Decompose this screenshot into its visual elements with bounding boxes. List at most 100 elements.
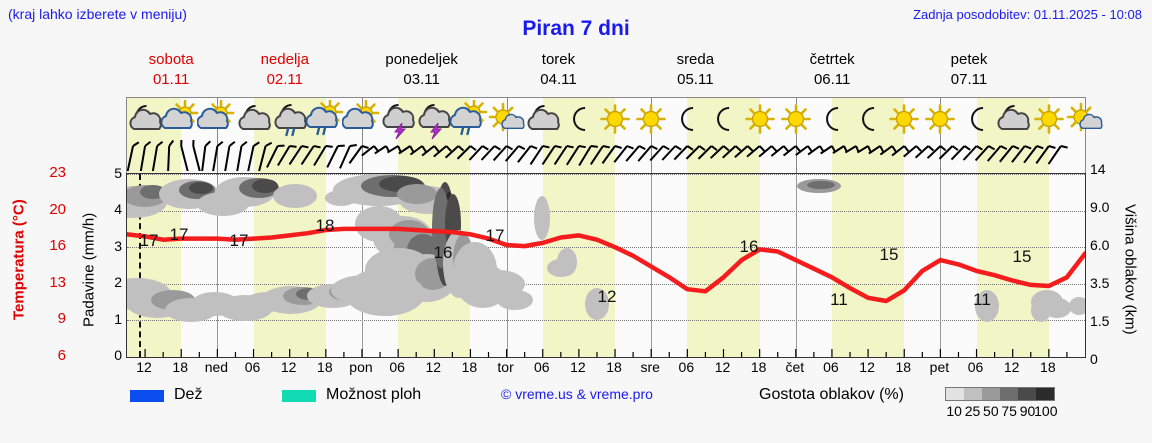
wind-barbs — [127, 140, 1068, 171]
plot-svg: 171717181617121611151115121713 — [127, 174, 1085, 357]
day-date: 05.11 — [677, 71, 714, 88]
moon-icon — [957, 100, 997, 140]
sun-icon — [1029, 100, 1069, 140]
day-header-torek: torek 04.11 — [490, 50, 627, 95]
daylight-band — [434, 140, 471, 173]
temperature-value-label: 12 — [598, 287, 617, 306]
day-header-strip: sobota 01.11 nedelja 02.11 ponedeljek 03.11 to… — [126, 50, 1086, 95]
temperature-value-label: 17 — [170, 225, 189, 244]
precipitation-tick: 1 — [114, 310, 122, 327]
cloud-ramp-step — [982, 388, 1000, 400]
temperature-value-label: 11 — [973, 290, 991, 309]
sun-icon — [631, 100, 671, 140]
x-axis-label: pet — [929, 359, 950, 375]
daylight-band — [145, 140, 182, 173]
x-axis-label: 12 — [859, 359, 875, 375]
cloud-ramp-label: 100 — [1034, 403, 1058, 419]
x-axis-label: 18 — [461, 359, 478, 375]
cloud-height-tick: 14 — [1090, 161, 1106, 177]
x-axis-label: 18 — [606, 359, 622, 375]
temperature-value-label: 17 — [230, 231, 249, 250]
cloud-ramp-label: 25 — [964, 403, 981, 419]
daylight-band — [976, 174, 1013, 357]
x-axis-label: 06 — [967, 359, 984, 375]
gridline-vertical — [361, 174, 363, 357]
cloud-height-tick: 6.0 — [1090, 237, 1110, 253]
moon-cloud-icon — [993, 100, 1033, 140]
moon-cloud-icon — [125, 100, 165, 140]
rain-legend-swatch — [130, 390, 164, 402]
day-separator — [651, 140, 653, 173]
cloud-height-tick: 3.5 — [1090, 275, 1110, 291]
daylight-band — [723, 140, 760, 173]
x-axis-label: 12 — [280, 359, 297, 375]
gridline-vertical — [795, 174, 797, 357]
x-axis-label: čet — [785, 359, 805, 375]
day-header-petek: petek 07.11 — [901, 50, 1038, 95]
cloud-density-field — [127, 174, 1085, 322]
x-axis-label: 12 — [425, 359, 442, 375]
daylight-band — [868, 174, 905, 357]
precipitation-tick: 5 — [114, 165, 122, 181]
temperature-value-label: 17 — [140, 231, 159, 250]
day-header-nedelja: nedelja 02.11 — [216, 50, 353, 95]
day-name: petek — [950, 51, 988, 68]
menu-note: (kraj lahko izberete v meniju) — [8, 6, 187, 22]
daylight-band — [831, 98, 869, 141]
precipitation-tick: 0 — [114, 347, 122, 363]
cloud-ramp-label: 90 — [1019, 403, 1036, 419]
temperature-tick: 6 — [57, 347, 66, 364]
x-axis-label: 12 — [570, 359, 586, 375]
daylight-band — [578, 174, 616, 357]
gridline-horizontal — [127, 283, 1085, 285]
cloud-ramp-step — [1018, 388, 1036, 400]
temperature-axis-title: Temperatura (°C) — [10, 199, 28, 321]
day-separator — [361, 140, 363, 173]
x-axis-label: 06 — [678, 359, 695, 375]
daylight-band — [868, 140, 905, 173]
moon-icon — [667, 100, 707, 140]
precipitation-tick: 2 — [114, 274, 122, 291]
precipitation-tick: 3 — [114, 237, 122, 254]
daylight-band — [687, 98, 724, 141]
x-axis-label: 06 — [389, 359, 405, 375]
sun-icon — [920, 100, 960, 140]
moon-icon — [703, 100, 743, 140]
cloud-ramp-step — [1000, 388, 1018, 400]
x-axis-label: 12 — [1003, 359, 1020, 375]
temperature-value-label: 15 — [1013, 247, 1032, 266]
cloud-density-legend-title: Gostota oblakov (%) — [759, 386, 904, 403]
wind-barb-strip — [126, 140, 1086, 173]
x-axis-label: 06 — [823, 359, 839, 375]
gridline-vertical — [217, 174, 219, 357]
day-separator — [217, 140, 219, 173]
day-date: 04.11 — [540, 71, 577, 88]
day-name: ponedeljek — [385, 51, 458, 68]
sun-cloud-icon — [196, 99, 237, 140]
day-header-sreda: sreda 05.11 — [627, 50, 764, 95]
precipitation-tick: 4 — [114, 201, 122, 218]
page-title: Piran 7 dni — [522, 17, 630, 40]
moon-icon — [848, 100, 888, 140]
x-axis-label: 18 — [172, 359, 189, 375]
x-axis-label: 18 — [1040, 359, 1056, 375]
gridline-horizontal — [127, 210, 1085, 212]
x-axis-label: 18 — [750, 359, 767, 375]
x-axis-label: 12 — [714, 359, 731, 375]
gridline-vertical — [940, 174, 942, 357]
x-axis-label: ned — [204, 359, 229, 375]
temperature-tick: 13 — [49, 273, 66, 291]
sun-cloud-rain-icon — [449, 98, 490, 140]
temperature-value-label: 18 — [316, 216, 335, 235]
daylight-band — [723, 174, 760, 357]
cloud-ramp-label: 50 — [983, 403, 999, 419]
shower-legend-label: Možnost ploh — [326, 386, 422, 403]
daylight-band — [127, 140, 146, 173]
moon-cloud-icon — [523, 100, 563, 140]
x-axis-label: 06 — [244, 359, 261, 375]
copyright-link[interactable]: © vreme.us & vreme.pro — [501, 386, 653, 402]
sun-cloud-icon — [160, 99, 201, 140]
day-header-ponedeljek: ponedeljek 03.11 — [353, 50, 490, 95]
sun-cloud-icon — [341, 99, 382, 140]
daylight-band — [831, 140, 869, 173]
